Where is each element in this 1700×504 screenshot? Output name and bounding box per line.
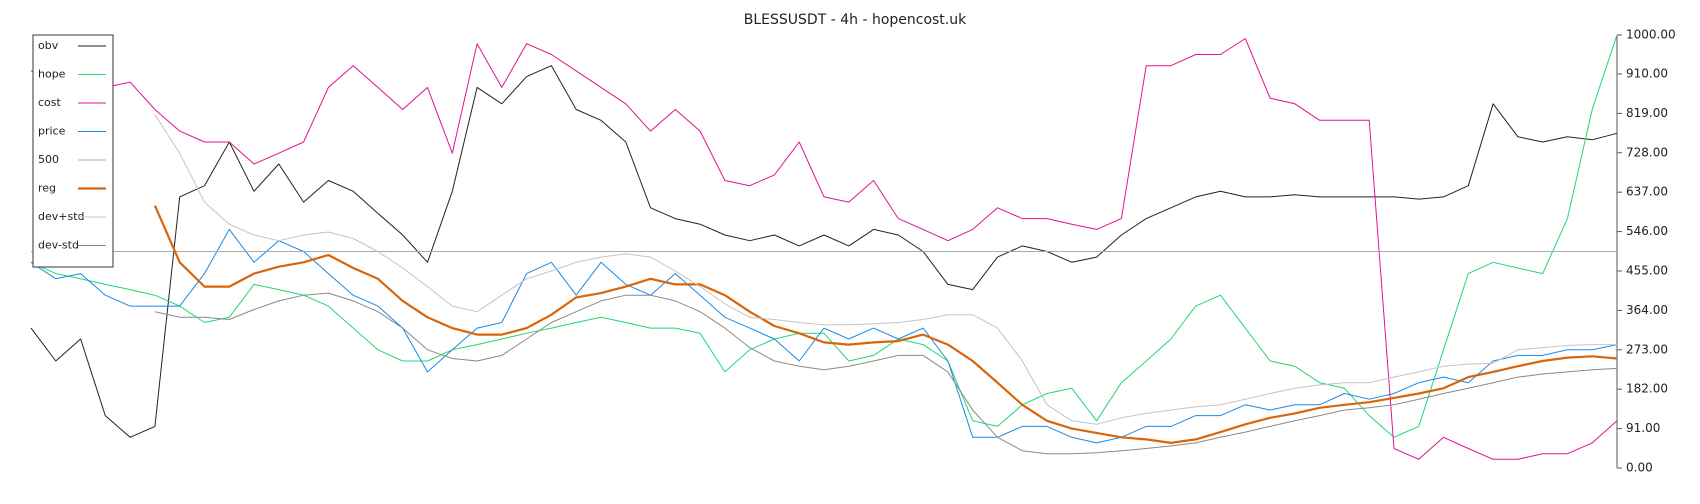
legend-label: dev-std bbox=[38, 239, 79, 252]
y-tick-label: 546.00 bbox=[1626, 224, 1668, 238]
y-tick-label: 1000.00 bbox=[1626, 28, 1676, 42]
legend-label: price bbox=[38, 125, 66, 138]
y-tick-label: 0.00 bbox=[1626, 461, 1653, 475]
y-tick-label: 455.00 bbox=[1626, 263, 1668, 277]
y-tick-label: 91.00 bbox=[1626, 421, 1660, 435]
series-line bbox=[153, 205, 1618, 444]
legend-label: reg bbox=[38, 182, 56, 195]
legend-label: cost bbox=[38, 96, 62, 109]
y-tick-label: 637.00 bbox=[1626, 185, 1668, 199]
series-line bbox=[30, 34, 1618, 438]
chart-title: BLESSUSDT - 4h - hopencost.uk bbox=[744, 12, 967, 28]
y-tick-label: 819.00 bbox=[1626, 106, 1668, 120]
legend-box bbox=[32, 34, 114, 268]
legend-label: dev+std bbox=[38, 210, 85, 223]
y-tick-label: 910.00 bbox=[1626, 66, 1668, 80]
legend-label: hope bbox=[38, 68, 66, 81]
series-line bbox=[30, 38, 1618, 460]
series-line bbox=[154, 114, 1617, 425]
series-line bbox=[30, 228, 1618, 444]
series-line bbox=[30, 65, 1618, 438]
y-tick-label: 364.00 bbox=[1626, 303, 1668, 317]
series-line bbox=[154, 292, 1618, 455]
y-tick-label: 728.00 bbox=[1626, 145, 1668, 159]
y-tick-label: 273.00 bbox=[1626, 342, 1668, 356]
y-tick-label: 182.00 bbox=[1626, 382, 1668, 396]
legend-label: obv bbox=[38, 39, 59, 52]
legend-label: 500 bbox=[38, 153, 59, 166]
